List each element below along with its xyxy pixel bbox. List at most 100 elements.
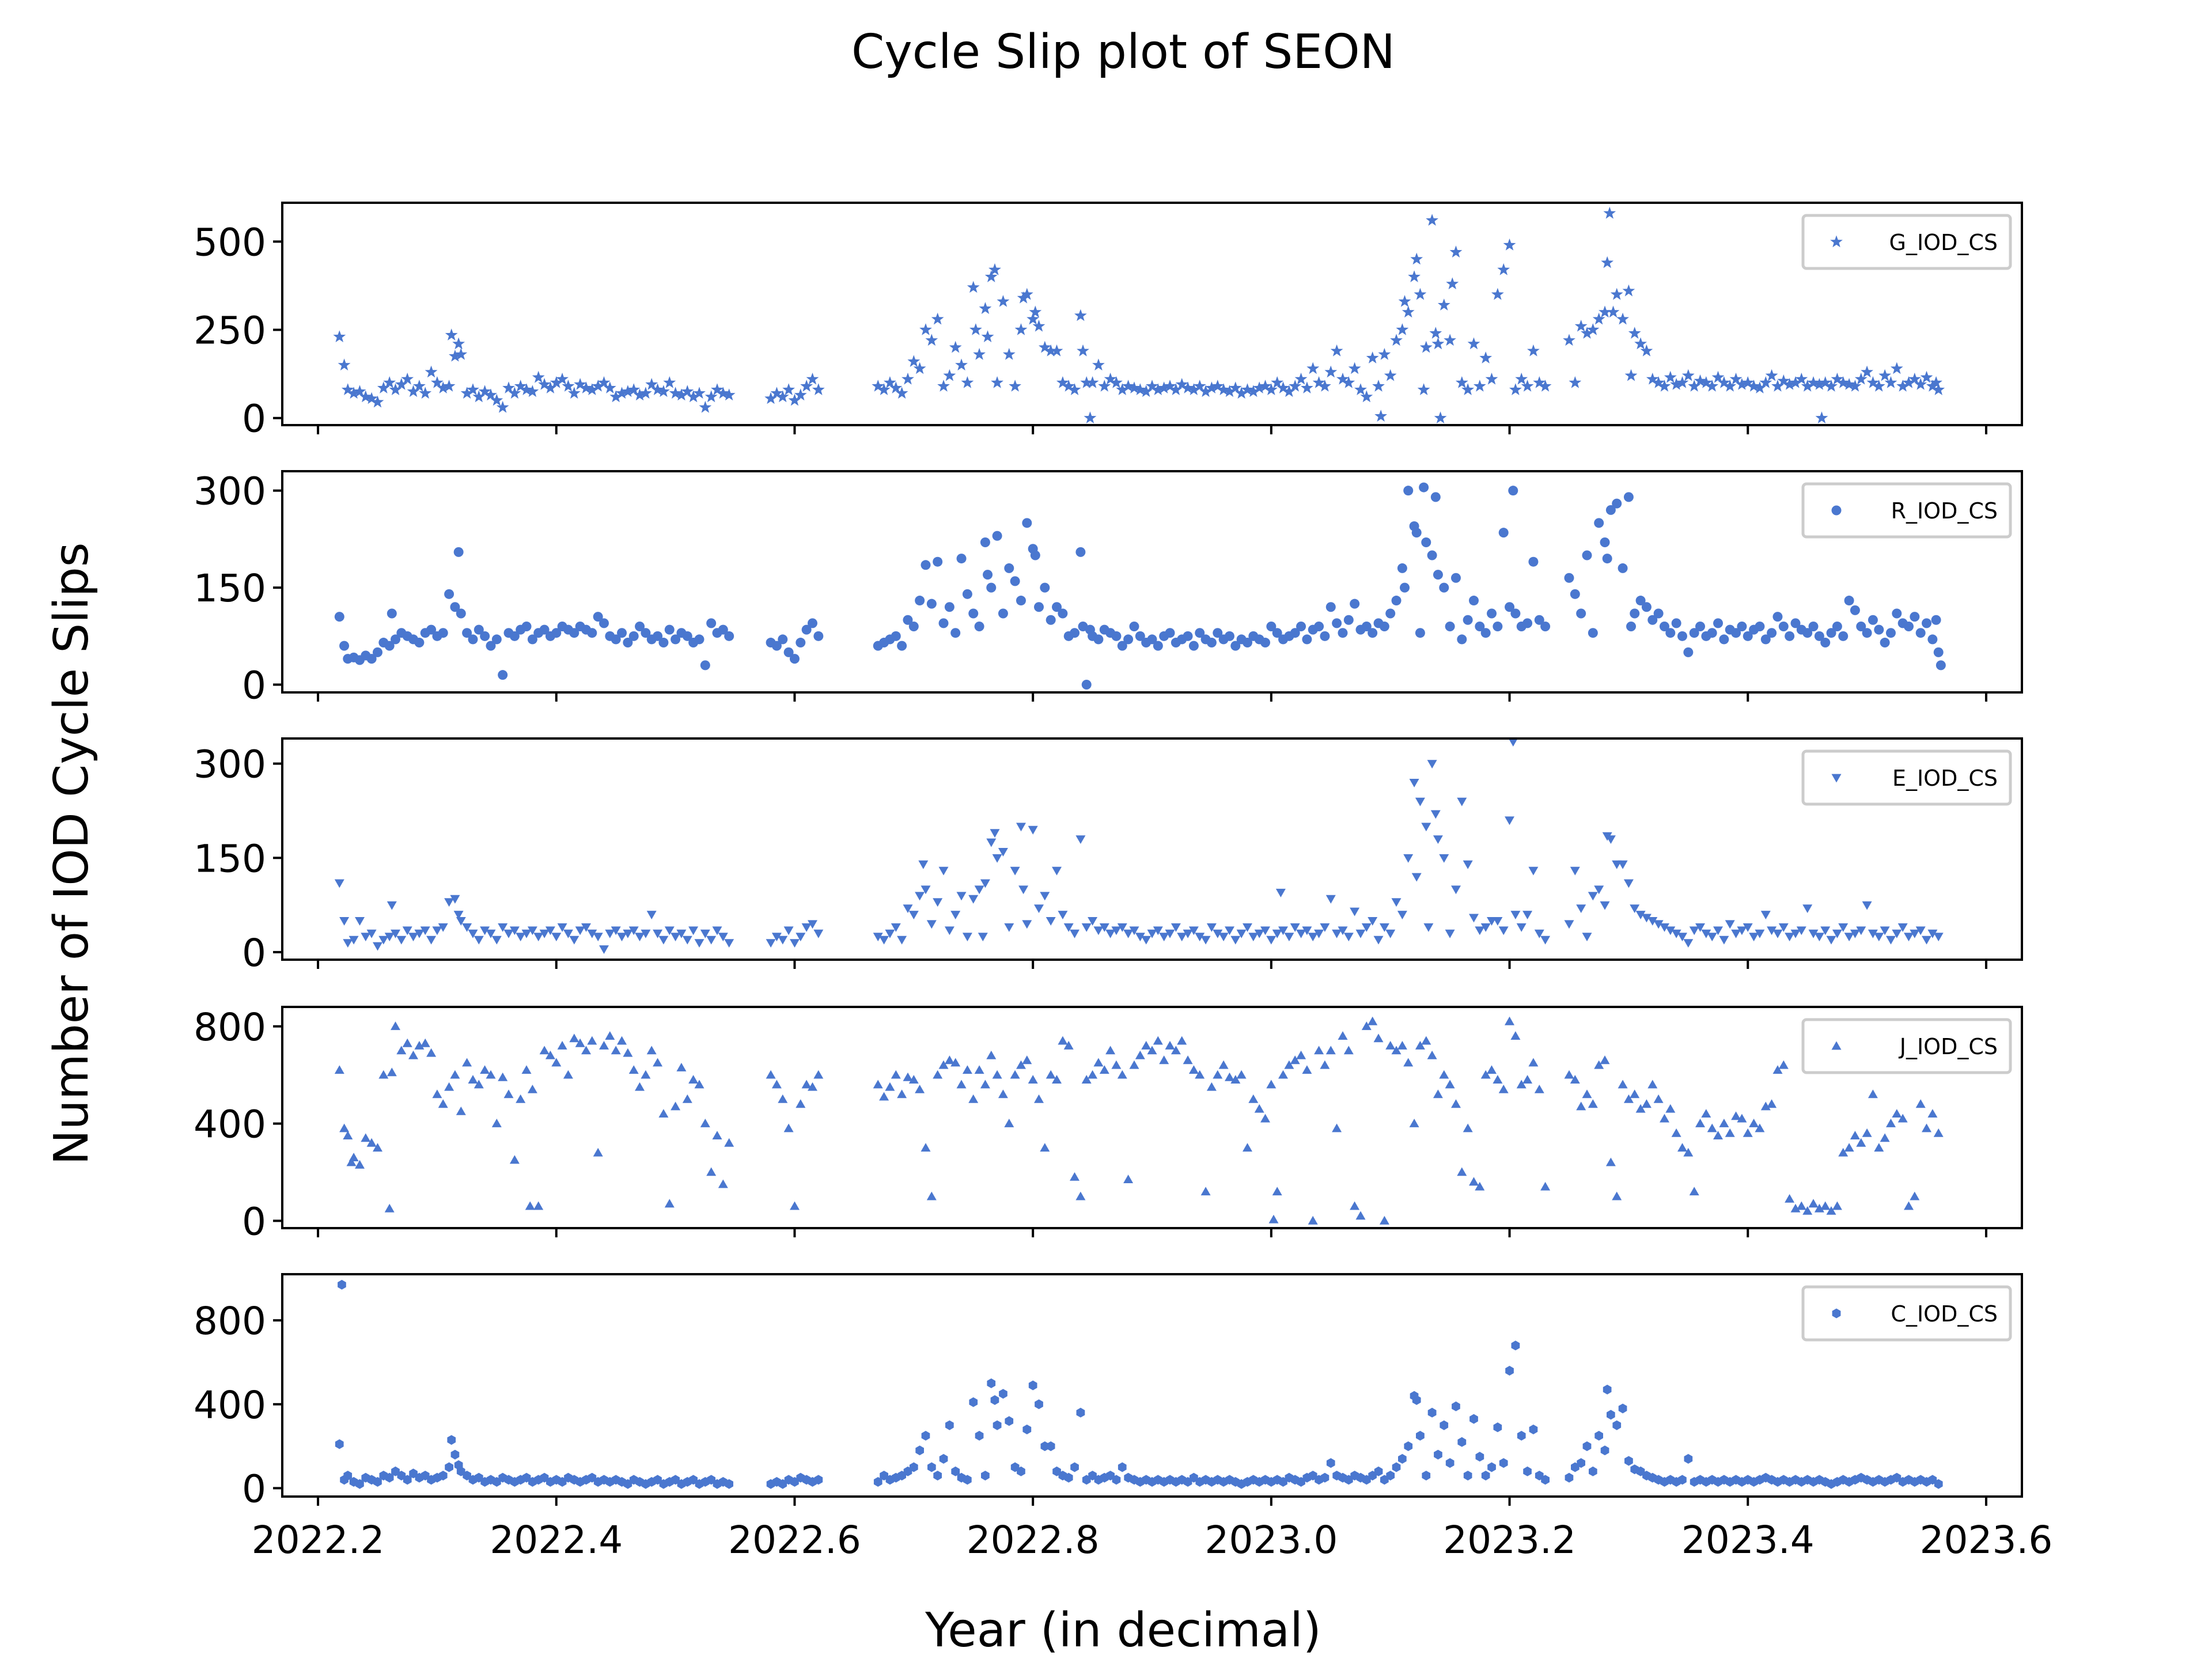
data-point: [1594, 885, 1604, 895]
data-point: [1528, 556, 1539, 567]
data-point: [550, 376, 563, 388]
data-point: [1540, 935, 1551, 945]
data-point: [579, 381, 593, 393]
data-point: [1451, 885, 1461, 895]
data-point: [1275, 888, 1286, 897]
legend: J_IOD_CS: [1801, 1018, 2012, 1074]
data-point: [402, 1038, 412, 1047]
data-point: [1445, 1080, 1455, 1089]
data-point: [1904, 1201, 1914, 1210]
data-point: [1880, 926, 1890, 935]
data-point: [1749, 933, 1759, 942]
data-point: [1699, 376, 1713, 388]
data-point: [450, 1070, 460, 1079]
data-point: [984, 270, 998, 282]
data-point: [950, 628, 961, 638]
data-point: [706, 1167, 717, 1176]
data-point: [1213, 1070, 1223, 1079]
data-point: [897, 1089, 907, 1099]
data-point: [491, 935, 502, 945]
data-point: [437, 381, 450, 393]
data-point: [706, 618, 717, 628]
data-point: [1601, 256, 1614, 268]
data-point: [486, 929, 496, 938]
data-point: [1229, 381, 1242, 393]
y-tick-label: 0: [242, 397, 266, 441]
data-point: [1046, 917, 1056, 926]
data-point: [724, 1138, 734, 1147]
data-point: [1289, 380, 1302, 392]
data-point: [963, 1475, 972, 1485]
data-point: [1427, 1407, 1437, 1418]
data-point: [1523, 1466, 1532, 1476]
data-point: [438, 923, 448, 932]
data-point: [1112, 1475, 1121, 1485]
data-point: [1605, 835, 1616, 844]
data-point: [1392, 1462, 1401, 1472]
y-tick-label: 0: [242, 1199, 266, 1244]
data-point: [1040, 582, 1050, 593]
data-point: [1695, 621, 1706, 631]
data-point: [998, 848, 1008, 857]
data-point: [1402, 305, 1415, 318]
data-point: [1361, 621, 1372, 631]
data-point: [1139, 385, 1153, 397]
data-point: [700, 660, 710, 671]
data-point: [1022, 920, 1032, 929]
data-point: [1785, 933, 1795, 942]
data-point: [1277, 381, 1290, 393]
data-point: [998, 608, 1008, 619]
data-point: [1271, 376, 1284, 388]
data-point: [1522, 1075, 1533, 1084]
data-point: [450, 602, 460, 612]
data-point: [1105, 1046, 1116, 1055]
data-point: [1600, 537, 1610, 548]
data-point: [1218, 933, 1229, 942]
data-point: [813, 631, 824, 641]
data-point: [599, 945, 609, 954]
data-point: [1374, 1466, 1383, 1476]
data-point: [1713, 618, 1724, 628]
data-point: [1391, 898, 1402, 907]
data-point: [1188, 641, 1199, 651]
data-point: [569, 935, 579, 945]
data-point: [1934, 1479, 1943, 1489]
data-point: [617, 933, 627, 942]
data-point: [725, 1479, 733, 1489]
data-point: [1243, 1143, 1252, 1152]
data-point: [1480, 628, 1491, 638]
data-point: [937, 380, 950, 392]
data-point: [978, 933, 988, 942]
data-point: [1253, 381, 1266, 393]
data-point: [1134, 383, 1147, 395]
data-point: [1522, 618, 1533, 628]
data-point: [1397, 563, 1407, 573]
data-point: [783, 1123, 794, 1132]
data-point: [1350, 599, 1360, 609]
data-point: [1372, 380, 1385, 392]
data-point: [1493, 1422, 1502, 1433]
data-point: [771, 1080, 782, 1089]
data-point: [1373, 935, 1384, 945]
data-point: [704, 390, 718, 403]
data-point: [623, 1048, 633, 1057]
data-point: [682, 1094, 692, 1103]
data-point: [808, 1082, 817, 1091]
data-point: [1808, 1199, 1819, 1208]
data-point: [1117, 1070, 1127, 1079]
data-point: [1016, 1060, 1026, 1069]
data-point: [621, 385, 634, 397]
data-point: [1081, 1075, 1092, 1084]
data-point: [1433, 1089, 1443, 1099]
data-point: [1152, 383, 1165, 395]
data-point: [915, 1085, 925, 1093]
data-point: [1618, 563, 1628, 573]
data-point: [1439, 1070, 1449, 1079]
data-point: [956, 554, 967, 564]
data-point: [770, 387, 783, 399]
data-point: [1058, 911, 1068, 919]
data-point: [712, 926, 722, 935]
data-point: [1850, 1131, 1860, 1139]
data-point: [343, 939, 353, 948]
data-point: [658, 935, 669, 945]
